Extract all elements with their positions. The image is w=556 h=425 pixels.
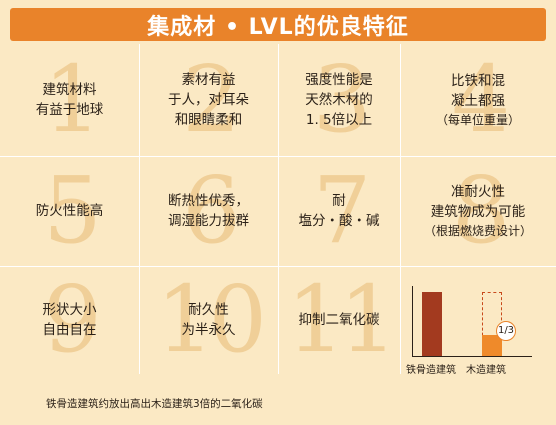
feature-note: （根据燃烧费设计） [423,224,532,238]
feature-cell-1: 1 建筑材料 有益于地球 [0,44,139,156]
feature-text: 耐久性 为半永久 [139,266,278,374]
feature-line: 建筑物成为可能 [430,204,526,220]
feature-line: 塩分・酸・碱 [298,213,380,229]
feature-line: 1. 5倍以上 [305,112,373,128]
feature-text: 强度性能是 天然木材的 1. 5倍以上 [278,44,400,156]
feature-cell-9: 9 形状大小 自由自在 [0,266,139,374]
feature-number: 11 [286,266,397,373]
feature-cell-2: 2 素材有益 于人，对耳朵 和眼睛柔和 [139,44,278,156]
feature-text: 建筑材料 有益于地球 [0,44,139,156]
feature-line: 于人，对耳朵 [168,92,249,108]
header: 集成材 • LVL的优良特征 [0,0,556,44]
feature-cell-5: 5 防火性能高 [0,156,139,266]
feature-text: 抑制二氧化碳 [278,266,400,374]
feature-line: 和眼睛柔和 [174,112,243,128]
feature-grid: 1 建筑材料 有益于地球 2 素材有益 于人，对耳朵 和眼睛柔和 3 强度性能是… [0,44,556,374]
feature-number: 9 [43,266,101,373]
feature-text: 素材有益 于人，对耳朵 和眼睛柔和 [139,44,278,156]
grid-divider [0,266,556,267]
co2-comparison-chart: 1/3 铁骨造建筑 木造建筑 [400,266,556,376]
feature-line: 比铁和混 [451,73,505,89]
feature-line: 凝土都强 [451,93,505,109]
feature-line: 为半永久 [181,322,236,338]
feature-note: （每单位重量） [435,113,520,127]
feature-line: 断热性优秀， [168,193,249,209]
category-label-wood: 木造建筑 [466,365,506,376]
feature-cell-3: 3 强度性能是 天然木材的 1. 5倍以上 [278,44,400,156]
feature-text: 准耐火性 建筑物成为可能 （根据燃烧费设计） [400,156,556,266]
chart-x-axis [412,356,532,357]
feature-text: 耐 塩分・酸・碱 [278,156,400,266]
feature-line: 调湿能力拔群 [168,213,249,229]
feature-text: 形状大小 自由自在 [0,266,139,374]
chart-y-axis [412,286,413,356]
title-bar: 集成材 • LVL的优良特征 [10,8,546,41]
feature-cell-11: 11 抑制二氧化碳 [278,266,400,374]
feature-cell-6: 6 断热性优秀， 调湿能力拔群 [139,156,278,266]
feature-number: 3 [312,46,371,153]
feature-text: 防火性能高 [0,156,139,266]
grid-divider [139,44,140,374]
feature-number: 5 [43,157,101,264]
grid-divider [278,44,279,374]
feature-text: 比铁和混 凝土都强 （每单位重量） [400,44,556,156]
feature-number: 2 [182,46,240,153]
feature-line: 建筑材料 [42,82,97,98]
feature-line: 天然木材的 [305,92,373,108]
bar-wood [482,334,502,356]
feature-text: 断热性优秀， 调湿能力拔群 [139,156,278,266]
grid-divider [400,44,401,374]
feature-cell-4: 4 比铁和混 凝土都强 （每单位重量） [400,44,556,156]
category-label-steel: 铁骨造建筑 [406,365,456,376]
ratio-badge: 1/3 [496,320,516,341]
feature-cell-8: 8 准耐火性 建筑物成为可能 （根据燃烧费设计） [400,156,556,266]
feature-number: 1 [43,46,101,153]
feature-number: 7 [312,157,371,264]
feature-line: 素材有益 [181,72,236,88]
feature-line: 强度性能是 [305,72,373,88]
bar-steel [422,292,442,356]
feature-line: 防火性能高 [35,203,104,219]
feature-number: 4 [451,46,510,153]
feature-line: 准耐火性 [451,184,505,200]
feature-number: 6 [182,157,240,264]
feature-line: 形状大小 [42,302,97,318]
feature-number: 10 [155,266,267,373]
feature-line: 自由自在 [42,322,97,338]
feature-number: 8 [451,157,510,264]
grid-divider [0,156,556,157]
feature-cell-10: 10 耐久性 为半永久 [139,266,278,374]
feature-line: 抑制二氧化碳 [298,312,380,328]
feature-line: 耐 [332,193,346,209]
feature-line: 有益于地球 [35,102,104,118]
feature-line: 耐久性 [188,302,229,318]
page-title: 集成材 • LVL的优良特征 [147,14,409,40]
footnote: 铁骨造建筑约放出高出木造建筑3倍的二氧化碳 [46,398,263,410]
feature-cell-7: 7 耐 塩分・酸・碱 [278,156,400,266]
